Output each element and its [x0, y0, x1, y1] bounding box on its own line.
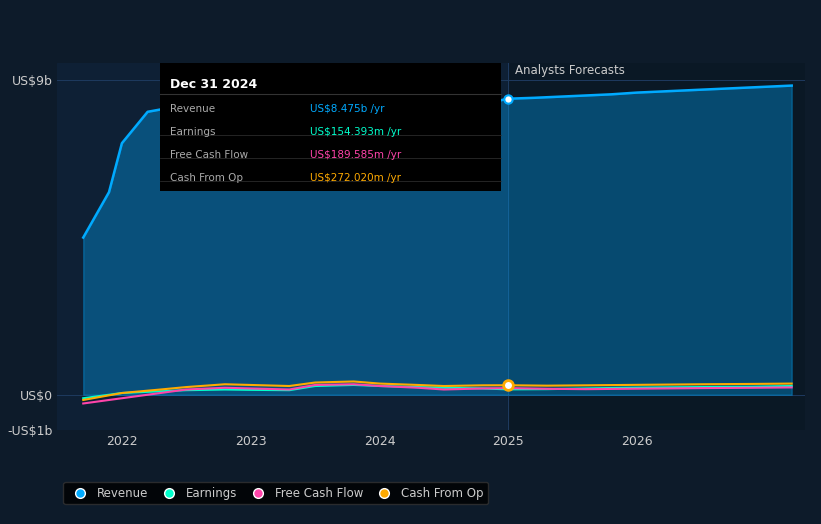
- Text: Cash From Op: Cash From Op: [170, 173, 243, 183]
- Text: US$272.020m /yr: US$272.020m /yr: [310, 173, 401, 183]
- Text: US$154.393m /yr: US$154.393m /yr: [310, 127, 401, 137]
- Bar: [57, 63, 508, 430]
- Text: Free Cash Flow: Free Cash Flow: [170, 150, 249, 160]
- Text: Earnings: Earnings: [170, 127, 216, 137]
- Bar: [508, 63, 805, 430]
- Text: Dec 31 2024: Dec 31 2024: [170, 78, 258, 91]
- Text: Past: Past: [477, 64, 502, 77]
- Text: Analysts Forecasts: Analysts Forecasts: [515, 64, 625, 77]
- Text: US$8.475b /yr: US$8.475b /yr: [310, 104, 384, 114]
- Text: Revenue: Revenue: [170, 104, 215, 114]
- Legend: Revenue, Earnings, Free Cash Flow, Cash From Op: Revenue, Earnings, Free Cash Flow, Cash …: [63, 482, 488, 505]
- Text: US$189.585m /yr: US$189.585m /yr: [310, 150, 401, 160]
